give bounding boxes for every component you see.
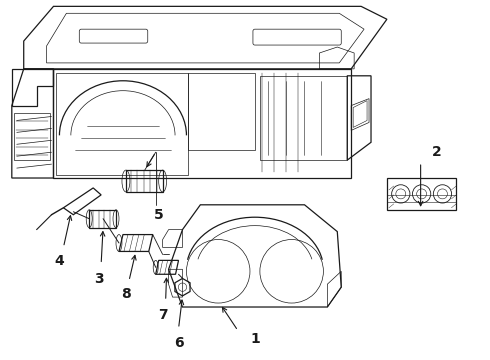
Text: 3: 3 — [94, 272, 104, 286]
Text: 5: 5 — [154, 208, 164, 222]
Text: 1: 1 — [250, 332, 260, 346]
Text: 6: 6 — [173, 336, 183, 350]
Text: 8: 8 — [121, 287, 131, 301]
Text: 7: 7 — [158, 308, 168, 322]
Text: 4: 4 — [54, 255, 64, 268]
Text: 2: 2 — [432, 145, 441, 159]
